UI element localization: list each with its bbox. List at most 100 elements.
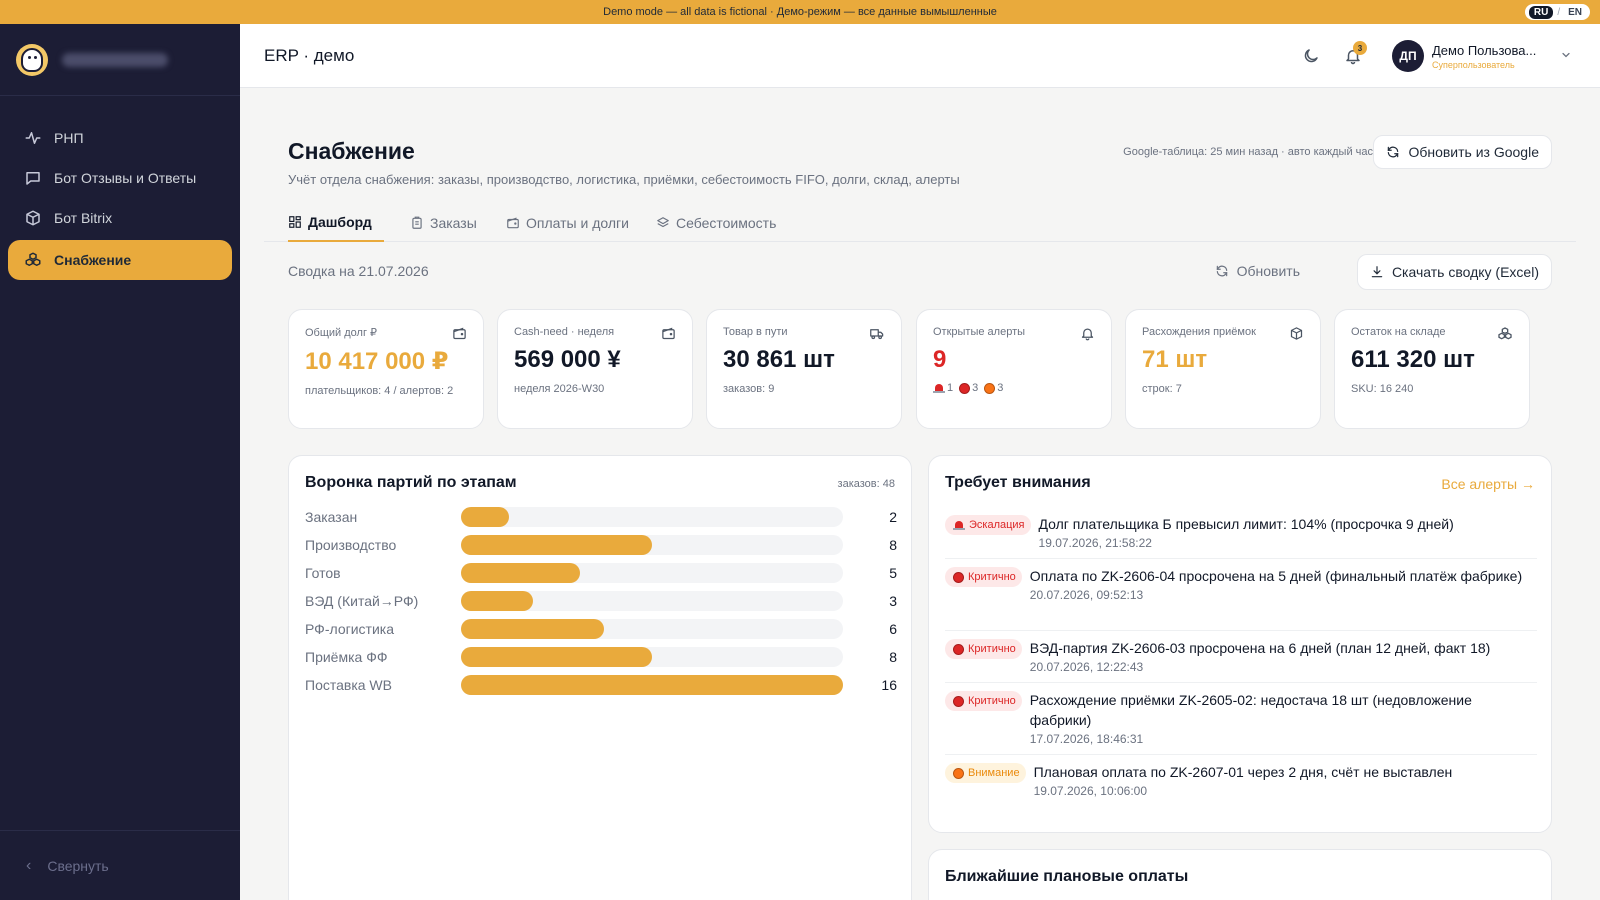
kpi-label: Cash-need · неделя: [514, 326, 615, 338]
user-menu[interactable]: Демо Пользова... Суперпользователь: [1432, 43, 1550, 70]
alert-time: 19.07.2026, 10:06:00: [1033, 784, 1148, 798]
lang-ru[interactable]: RU: [1528, 5, 1554, 19]
wallet-icon: [661, 326, 676, 341]
funnel-stage-value: 6: [889, 621, 897, 637]
alert-text: Плановая оплата по ZK-2607-01 через 2 дн…: [1033, 764, 1453, 780]
sidebar-item-bitrix-bot[interactable]: Бот Bitrix: [8, 198, 232, 238]
language-switch[interactable]: RU / EN: [1524, 4, 1590, 20]
clipboard-icon: [410, 216, 424, 230]
pulse-icon: [24, 129, 42, 147]
collapse-label: Свернуть: [47, 857, 109, 874]
kpi-sub: SKU: 16 240: [1351, 383, 1414, 395]
brand-name-blurred: [62, 52, 168, 67]
sidebar-item-label: Бот Bitrix: [54, 210, 113, 226]
collapse-sidebar-button[interactable]: ‹ Свернуть: [0, 830, 240, 900]
funnel-stage-value: 8: [889, 649, 897, 665]
attention-panel: Требует внимания Все алерты → Эскалация …: [928, 455, 1552, 833]
download-excel-button[interactable]: Скачать сводку (Excel): [1356, 254, 1552, 290]
kpi-label: Общий долг ₽: [305, 327, 378, 339]
kpi-sub: неделя 2026-W30: [514, 383, 605, 395]
dashboard-icon: [288, 215, 302, 229]
alert-time: 17.07.2026, 18:46:31: [1029, 732, 1144, 746]
alert-item[interactable]: Критично ВЭД-партия ZK-2606-03 просрочен…: [945, 638, 1537, 674]
page-subtitle: Учёт отдела снабжения: заказы, производс…: [288, 172, 960, 187]
alert-item[interactable]: Внимание Плановая оплата по ZK-2607-01 ч…: [945, 762, 1537, 798]
sidebar-item-reviews-bot[interactable]: Бот Отзывы и Ответы: [8, 158, 232, 198]
kpi-card-warehouse-stock[interactable]: Остаток на складе 611 320 шт SKU: 16 240: [1334, 309, 1530, 429]
alert-item[interactable]: Критично Расхождение приёмки ZK-2605-02:…: [945, 690, 1537, 746]
tab-orders[interactable]: Заказы: [410, 204, 477, 242]
kpi-sub: заказов: 9: [723, 383, 775, 395]
kpi-card-cash-need[interactable]: Cash-need · неделя 569 000 ¥ неделя 2026…: [497, 309, 693, 429]
tab-label: Дашборд: [308, 214, 372, 230]
package-icon: [1289, 326, 1304, 341]
wallet-icon: [506, 216, 520, 230]
alert-text: Долг плательщика Б превысил лимит: 104% …: [1038, 516, 1454, 532]
funnel-row: Поставка WB 16: [305, 674, 897, 696]
funnel-bar-track: [461, 675, 843, 695]
tab-label: Себестоимость: [676, 215, 777, 231]
top-header: ERP · демо 3 ДП Демо Пользова... Суперпо…: [240, 24, 1600, 88]
alert-item[interactable]: Эскалация Долг плательщика Б превысил ли…: [945, 514, 1537, 550]
divider: [945, 682, 1537, 683]
funnel-stage-value: 8: [889, 537, 897, 553]
lang-en[interactable]: EN: [1568, 6, 1582, 18]
avatar[interactable]: ДП: [1392, 40, 1424, 72]
kpi-card-total-debt[interactable]: Общий долг ₽ 10 417 000 ₽ плательщиков: …: [288, 309, 484, 429]
boxes-icon: [1497, 326, 1513, 342]
chat-icon: [24, 169, 42, 187]
refresh-from-google-label: Обновить из Google: [1408, 144, 1539, 160]
refresh-from-google-button[interactable]: Обновить из Google: [1373, 135, 1552, 169]
all-alerts-link[interactable]: Все алерты →: [1441, 476, 1535, 492]
alert-level-badge: Эскалация: [945, 515, 1031, 535]
funnel-bar: [461, 563, 581, 583]
app-title: ERP · демо: [264, 45, 355, 65]
critical-dot-icon: [953, 695, 964, 707]
kpi-label: Открытые алерты: [933, 326, 1026, 338]
demo-banner: Demo mode — all data is fictional · Демо…: [0, 0, 1600, 24]
truck-icon: [869, 326, 885, 341]
critical-dot-icon: [953, 643, 964, 655]
refresh-icon: [1386, 145, 1400, 159]
refresh-button[interactable]: Обновить: [1215, 263, 1300, 279]
theme-toggle-moon-icon[interactable]: [1296, 41, 1326, 71]
funnel-panel: Воронка партий по этапам заказов: 48 Зак…: [288, 455, 912, 900]
alert-text: ВЭД-партия ZK-2606-03 просрочена на 6 дн…: [1029, 640, 1491, 656]
kpi-value: 10 417 000 ₽: [305, 348, 449, 375]
upcoming-payments-title: Ближайшие плановые оплаты: [945, 868, 1189, 885]
kpi-card-receiving-discrepancies[interactable]: Расхождения приёмок 71 шт строк: 7: [1125, 309, 1321, 429]
alert-level-label: Внимание: [968, 767, 1020, 779]
refresh-label: Обновить: [1236, 263, 1300, 279]
sidebar-item-label: РНП: [54, 130, 84, 146]
tab-cost[interactable]: Себестоимость: [656, 204, 776, 242]
tab-payments-debts[interactable]: Оплаты и долги: [506, 204, 629, 242]
funnel-stage-value: 16: [881, 677, 897, 693]
kpi-card-open-alerts[interactable]: Открытые алерты 9 1 3 3: [916, 309, 1112, 429]
user-role: Суперпользователь: [1432, 59, 1515, 70]
tab-dashboard[interactable]: Дашборд: [288, 204, 384, 242]
kpi-card-in-transit[interactable]: Товар в пути 30 861 шт заказов: 9: [706, 309, 902, 429]
funnel-bar-track: [461, 591, 843, 611]
sidebar-item-rnp[interactable]: РНП: [8, 118, 232, 158]
kpi-sub: строк: 7: [1142, 383, 1182, 395]
divider: [945, 558, 1537, 559]
alert-level-label: Критично: [968, 571, 1016, 583]
brand[interactable]: [0, 24, 240, 96]
alert-level-badge: Критично: [945, 639, 1022, 659]
funnel-title: Воронка партий по этапам: [305, 474, 517, 491]
critical-dot-icon: [953, 571, 964, 583]
funnel-order-count: заказов: 48: [837, 478, 895, 490]
summary-date: Сводка на 21.07.2026: [288, 263, 429, 279]
notifications-bell-icon[interactable]: 3: [1338, 41, 1368, 71]
download-excel-label: Скачать сводку (Excel): [1391, 264, 1539, 280]
refresh-icon: [1215, 264, 1229, 278]
alert-time: 20.07.2026, 12:22:43: [1029, 660, 1144, 674]
sidebar-item-supply[interactable]: Снабжение: [8, 240, 232, 280]
warning-dot-icon: [984, 382, 996, 394]
alert-item[interactable]: Критично Оплата по ZK-2606-04 просрочена…: [945, 566, 1537, 602]
chevron-down-icon[interactable]: [1560, 49, 1572, 64]
funnel-stage-label: Заказан: [305, 509, 358, 525]
funnel-bar: [461, 619, 605, 639]
kpi-value: 71 шт: [1142, 346, 1208, 373]
alert-text: Расхождение приёмки ZK-2605-02: недостач…: [1029, 692, 1472, 728]
